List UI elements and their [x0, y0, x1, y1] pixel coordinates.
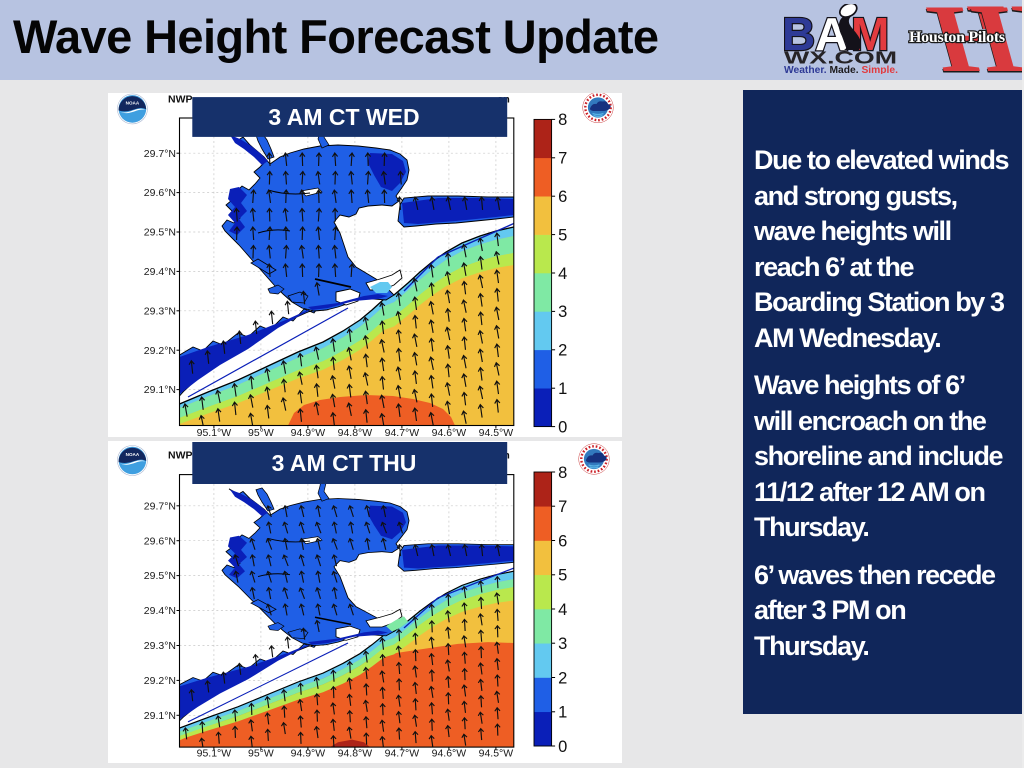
svg-text:Houston Pilots: Houston Pilots — [909, 29, 1005, 46]
svg-text:95.1°W: 95.1°W — [197, 427, 232, 437]
svg-text:94.8°W: 94.8°W — [338, 748, 373, 760]
svg-text:1: 1 — [558, 380, 567, 398]
svg-text:3: 3 — [558, 303, 567, 321]
svg-text:Weather. Made. Simple.: Weather. Made. Simple. — [784, 65, 898, 74]
svg-text:4: 4 — [558, 601, 567, 619]
svg-text:1: 1 — [558, 704, 567, 722]
svg-text:29.2°N: 29.2°N — [144, 345, 176, 357]
svg-text:29.7°N: 29.7°N — [144, 500, 176, 512]
svg-text:29.1°N: 29.1°N — [144, 710, 176, 722]
svg-text:29.6°N: 29.6°N — [144, 535, 176, 547]
svg-text:5: 5 — [558, 567, 567, 585]
svg-text:94.8°W: 94.8°W — [338, 427, 373, 437]
svg-text:4: 4 — [558, 265, 567, 283]
svg-text:94.6°W: 94.6°W — [432, 748, 467, 760]
svg-text:B: B — [784, 8, 815, 60]
svg-text:WX.COM: WX.COM — [784, 48, 897, 68]
svg-text:5: 5 — [558, 226, 567, 244]
svg-text:6: 6 — [558, 188, 567, 206]
svg-text:94.9°W: 94.9°W — [291, 748, 326, 760]
svg-text:95°W: 95°W — [248, 427, 274, 437]
svg-text:29.3°N: 29.3°N — [144, 640, 176, 652]
svg-text:NOAA: NOAA — [126, 100, 140, 105]
svg-text:7: 7 — [558, 150, 567, 168]
svg-text:M: M — [851, 8, 889, 60]
svg-text:7: 7 — [558, 498, 567, 516]
svg-text:95°W: 95°W — [248, 748, 274, 760]
svg-text:0: 0 — [558, 738, 567, 756]
svg-text:94.7°W: 94.7°W — [385, 427, 420, 437]
svg-text:29.5°N: 29.5°N — [144, 227, 176, 239]
svg-text:29.3°N: 29.3°N — [144, 305, 176, 317]
svg-text:6: 6 — [558, 532, 567, 550]
svg-text:29.2°N: 29.2°N — [144, 675, 176, 687]
svg-text:2: 2 — [558, 342, 567, 360]
svg-text:94.9°W: 94.9°W — [291, 427, 326, 437]
svg-text:8: 8 — [558, 464, 567, 482]
svg-text:29.4°N: 29.4°N — [144, 605, 176, 617]
svg-text:94.5°W: 94.5°W — [479, 427, 514, 437]
svg-text:3 AM CT WED: 3 AM CT WED — [268, 104, 419, 130]
svg-text:0: 0 — [558, 418, 567, 436]
svg-text:NWP: NWP — [168, 450, 193, 462]
svg-text:3: 3 — [558, 635, 567, 653]
svg-text:94.7°W: 94.7°W — [385, 748, 420, 760]
svg-text:95.1°W: 95.1°W — [197, 748, 232, 760]
svg-text:NWP: NWP — [168, 94, 193, 106]
svg-text:94.5°W: 94.5°W — [479, 748, 514, 760]
svg-text:8: 8 — [558, 111, 567, 129]
svg-text:29.6°N: 29.6°N — [144, 187, 176, 199]
svg-text:29.5°N: 29.5°N — [144, 570, 176, 582]
svg-text:3 AM CT THU: 3 AM CT THU — [272, 450, 417, 476]
svg-text:2: 2 — [558, 669, 567, 687]
svg-text:29.7°N: 29.7°N — [144, 148, 176, 160]
svg-text:29.4°N: 29.4°N — [144, 266, 176, 278]
svg-text:29.1°N: 29.1°N — [144, 384, 176, 396]
svg-text:94.6°W: 94.6°W — [432, 427, 467, 437]
svg-text:NOAA: NOAA — [126, 452, 140, 457]
